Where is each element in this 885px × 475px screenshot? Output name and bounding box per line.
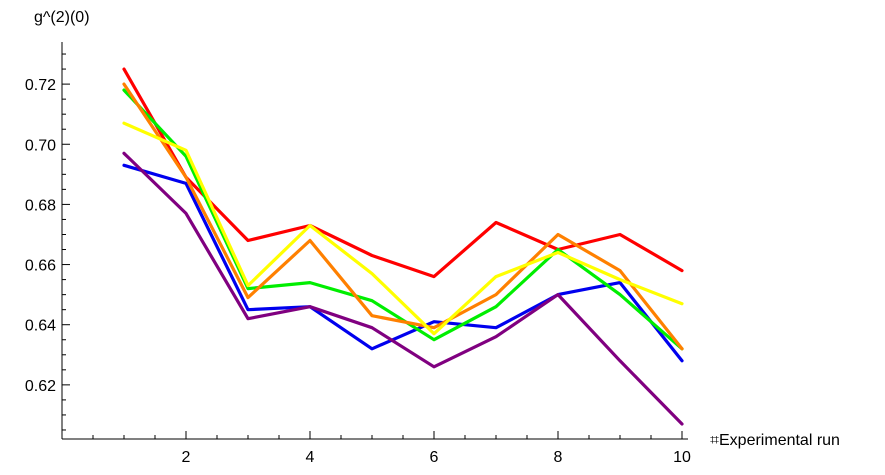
x-tick-label: 10	[673, 449, 691, 466]
y-axis-label: g^(2)(0)	[34, 9, 90, 26]
y-tick-label: 0.66	[25, 258, 56, 275]
y-tick-label: 0.64	[25, 318, 56, 335]
y-tick-label: 0.62	[25, 378, 56, 395]
series-line-5	[122, 121, 684, 336]
x-tick-label: 2	[182, 449, 191, 466]
series-line-4	[122, 82, 684, 351]
series-line-6	[122, 151, 684, 426]
y-tick-label: 0.72	[25, 77, 56, 94]
tick-labels: 2 4 6 8 10 0.62 0.64 0.66 0.68 0.70 0.72	[25, 77, 691, 466]
x-axis-label: ⌗Experimental run	[710, 432, 840, 449]
x-tick-label: 8	[554, 449, 563, 466]
x-tick-label: 6	[430, 449, 439, 466]
y-tick-label: 0.70	[25, 137, 56, 154]
axis-ticks	[62, 53, 683, 439]
x-tick-label: 4	[306, 449, 315, 466]
series-line-1	[122, 67, 684, 279]
y-tick-label: 0.68	[25, 197, 56, 214]
series-lines	[122, 67, 684, 426]
series-line-2	[122, 163, 684, 363]
